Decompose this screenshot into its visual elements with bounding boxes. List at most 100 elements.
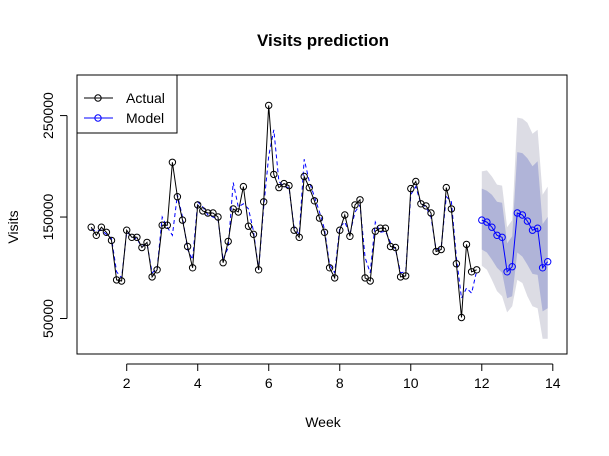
actual-point [254, 266, 263, 274]
x-tick-label: 6 [265, 375, 273, 391]
actual-point [452, 260, 461, 268]
actual-point [194, 201, 202, 209]
x-tick-label: 12 [474, 375, 490, 391]
actual-point [391, 243, 400, 252]
actual-point [158, 221, 166, 229]
y-tick-label: 150000 [40, 193, 56, 240]
actual-point [290, 226, 298, 234]
model-forecast-point [478, 216, 486, 224]
actual-point [300, 172, 308, 181]
actual-point [402, 272, 410, 280]
model-forecast-point [544, 258, 552, 266]
actual-point [214, 213, 222, 221]
actual-point [412, 177, 420, 186]
actual-point [280, 179, 288, 188]
actual-point [270, 170, 278, 179]
actual-point [346, 232, 354, 241]
actual-point [199, 207, 207, 215]
x-tick-label: 8 [336, 375, 344, 391]
model-forecast-point [483, 218, 491, 226]
x-tick-label: 10 [403, 375, 419, 391]
actual-point [331, 274, 339, 282]
actual-point [315, 214, 324, 222]
legend-entry-actual: Actual [84, 90, 165, 106]
actual-point [97, 223, 106, 231]
actual-point [87, 223, 95, 231]
actual-point [173, 193, 182, 201]
model-forecast-point [488, 223, 496, 231]
actual-point [467, 268, 476, 276]
actual-point [336, 226, 344, 234]
legend: Actual Model [76, 74, 178, 134]
actual-point [123, 226, 131, 234]
actual-point [386, 242, 395, 251]
y-tick-label: 250000 [40, 92, 56, 139]
actual-point [168, 158, 177, 167]
actual-point [117, 277, 126, 285]
actual-point [396, 273, 405, 281]
actual-point [285, 181, 293, 190]
legend-actual-marker [94, 94, 102, 102]
actual-point [143, 238, 151, 247]
actual-point [341, 211, 349, 219]
actual-point [376, 224, 384, 232]
model-forecast-point [533, 224, 542, 232]
model-forecast-point [518, 211, 527, 219]
actual-point [153, 266, 161, 274]
x-tick-label: 14 [545, 375, 561, 391]
actual-point [447, 205, 456, 213]
x-tick-label: 2 [123, 375, 131, 391]
actual-point [138, 243, 146, 252]
actual-point [457, 313, 466, 322]
actual-point [183, 242, 192, 251]
model-forecast-point [513, 209, 521, 217]
x-axis-label: Week [305, 414, 342, 430]
actual-point [356, 196, 364, 204]
legend-model-marker [94, 114, 102, 122]
model-forecast-line [481, 212, 549, 273]
actual-point [128, 233, 136, 242]
actual-point [148, 273, 156, 281]
model-forecast-point [528, 226, 537, 234]
actual-point [260, 198, 268, 206]
prediction-band-80 [481, 152, 548, 312]
actual-point [462, 240, 471, 249]
x-tick-label: 4 [194, 375, 202, 391]
actual-point [178, 216, 187, 224]
actual-point [209, 209, 217, 217]
model-forecast-point [508, 263, 516, 271]
actual-point [133, 233, 141, 242]
actual-line [90, 105, 477, 318]
actual-point [417, 200, 425, 208]
actual-point [224, 237, 232, 246]
y-tick-label: 50000 [40, 299, 56, 338]
prediction-interval-bands [481, 117, 548, 339]
model-forecast-point [503, 268, 511, 276]
actual-point [305, 183, 313, 192]
actual-point [234, 208, 243, 216]
actual-point [204, 209, 212, 217]
legend-actual-label: Actual [126, 90, 165, 106]
actual-point [107, 236, 116, 245]
actual-point [249, 230, 258, 239]
model-fitted-line [91, 129, 478, 300]
legend-entry-model: Model [84, 110, 164, 126]
actual-point [320, 228, 329, 237]
model-forecast-point [523, 217, 532, 225]
actual-point [427, 209, 435, 217]
plot-frame [76, 74, 568, 355]
actual-point [265, 101, 273, 110]
actual-point [351, 201, 359, 209]
actual-point [112, 276, 121, 284]
actual-point [188, 264, 197, 272]
y-axis-label: Visits [5, 210, 21, 243]
actual-point [381, 224, 390, 232]
actual-point [407, 184, 415, 193]
actual-point [92, 231, 101, 240]
chart-title: Visits prediction [257, 31, 389, 50]
actual-point [102, 228, 111, 237]
actual-point [442, 183, 450, 192]
model-forecast-point [493, 231, 501, 240]
axes: 2 4 6 8 10 12 14 50000 150000 250000 [40, 92, 561, 391]
